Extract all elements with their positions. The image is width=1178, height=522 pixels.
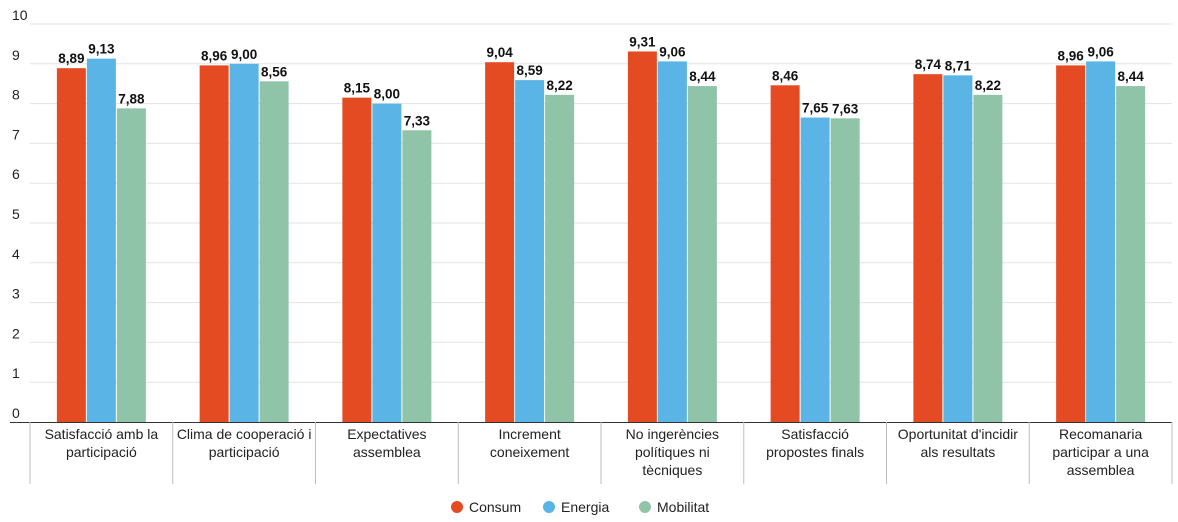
value-label: 8,44 — [689, 69, 716, 84]
bar-consum — [485, 62, 515, 422]
value-label: 9,06 — [1087, 44, 1114, 59]
bar-mobilitat — [1116, 86, 1146, 422]
bar-energia — [372, 103, 402, 422]
bar-consum — [627, 51, 657, 422]
bar-energia — [229, 63, 259, 423]
value-label: 8,22 — [975, 78, 1001, 93]
bar-energia — [515, 80, 545, 423]
category-label: Satisfacció propostes finals — [766, 426, 864, 460]
value-label: 8,59 — [516, 63, 542, 78]
y-tick-label: 4 — [12, 246, 20, 262]
category-label: Satisfacció amb la participació — [45, 426, 159, 460]
y-tick-label: 1 — [12, 365, 20, 381]
bar-mobilitat — [830, 118, 860, 423]
legend-label: Mobilitat — [657, 499, 709, 515]
bars — [56, 51, 1146, 423]
value-label: 9,13 — [88, 42, 115, 57]
legend-marker — [451, 501, 463, 513]
value-label: 8,46 — [772, 68, 799, 83]
value-label: 9,06 — [659, 44, 686, 59]
value-label: 8,96 — [201, 48, 228, 63]
category-label: Oportunitat d'incidir als resultats — [898, 426, 1019, 460]
legend-item-consum: Consum — [451, 499, 521, 515]
y-tick-label: 0 — [12, 405, 20, 421]
value-label: 8,22 — [546, 78, 572, 93]
value-label: 9,04 — [486, 45, 513, 60]
bar-energia — [657, 61, 687, 423]
y-tick-label: 8 — [12, 87, 20, 103]
category-label: No ingerències polítiques ni tècniques — [626, 426, 719, 478]
bar-consum — [770, 85, 800, 423]
value-label: 8,15 — [344, 81, 371, 96]
legend-marker — [543, 501, 555, 513]
bar-mobilitat — [545, 94, 575, 423]
y-tick-label: 2 — [12, 325, 20, 341]
legend-item-energia: Energia — [543, 499, 609, 515]
value-label: 8,74 — [915, 57, 942, 72]
bar-energia — [943, 75, 973, 422]
bar-consum — [199, 65, 229, 422]
value-label: 8,71 — [945, 58, 972, 73]
value-label: 8,96 — [1057, 48, 1084, 63]
value-label: 7,33 — [404, 113, 431, 128]
y-tick-label: 3 — [12, 286, 20, 302]
bar-mobilitat — [259, 81, 289, 422]
bar-energia — [1086, 61, 1116, 423]
category-label: Expectatives assemblea — [347, 426, 426, 460]
bar-consum — [913, 74, 943, 422]
legend-marker — [639, 501, 651, 513]
legend-label: Energia — [561, 499, 609, 515]
value-label: 9,00 — [231, 47, 257, 62]
legend: Consum Energia Mobilitat — [451, 499, 709, 515]
bar-mobilitat — [973, 94, 1003, 423]
y-tick-label: 6 — [12, 166, 20, 182]
bar-mobilitat — [687, 86, 717, 422]
y-tick-label: 9 — [12, 47, 20, 63]
value-label: 8,44 — [1117, 69, 1144, 84]
bar-consum — [342, 97, 372, 422]
value-label: 9,31 — [629, 34, 656, 49]
value-labels: 8,899,137,888,96 9,008,568,15 8,007,339,04… — [58, 34, 1144, 128]
legend-label: Consum — [469, 499, 521, 515]
value-label: 8,89 — [58, 51, 84, 66]
category-label: Recomanaria participar a una assemblea — [1052, 426, 1149, 478]
y-tick-label: 7 — [12, 126, 20, 142]
y-tick-label: 5 — [12, 206, 20, 222]
value-label: 7,63 — [832, 101, 859, 116]
category-label: Increment coneixement — [490, 426, 569, 460]
bar-energia — [800, 117, 830, 422]
y-axis-ticks: 0 1 2 3 4 5 6 7 8 9 10 — [12, 7, 28, 421]
bar-consum — [56, 68, 86, 422]
legend-item-mobilitat: Mobilitat — [639, 499, 709, 515]
value-label: 8,00 — [374, 87, 400, 102]
bar-energia — [86, 58, 116, 422]
value-label: 7,65 — [802, 101, 829, 116]
bar-mobilitat — [402, 130, 432, 423]
value-label: 7,88 — [118, 91, 145, 106]
y-tick-label: 10 — [12, 7, 28, 23]
category-label: Clima de cooperació i participació — [177, 426, 312, 460]
bar-mobilitat — [116, 108, 146, 422]
value-label: 8,56 — [261, 64, 288, 79]
bar-consum — [1056, 65, 1086, 422]
x-axis: Satisfacció amb la participació Clima de c… — [10, 422, 1173, 484]
